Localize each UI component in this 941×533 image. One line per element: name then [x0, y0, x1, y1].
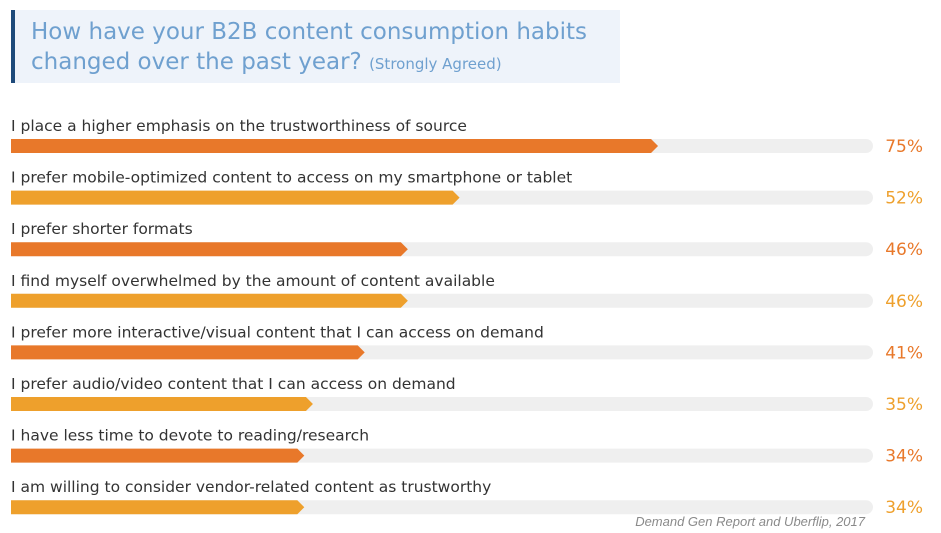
- bar: [11, 345, 365, 360]
- category-label: I prefer shorter formats: [11, 220, 193, 238]
- category-label: I find myself overwhelmed by the amount …: [11, 272, 495, 290]
- bar: [11, 190, 460, 205]
- category-label: I prefer mobile-optimized content to acc…: [11, 169, 572, 187]
- bar-row: I prefer audio/video content that I can …: [11, 375, 923, 415]
- category-label: I place a higher emphasis on the trustwo…: [11, 117, 467, 135]
- chart-subtitle: (Strongly Agreed): [369, 55, 502, 73]
- chart-title-box: How have your B2B content consumption ha…: [11, 10, 620, 83]
- value-label: 35%: [885, 395, 923, 415]
- chart-title-line-1: How have your B2B content consumption ha…: [31, 19, 588, 45]
- bar-row: I have less time to devote to reading/re…: [11, 427, 923, 467]
- bar-row: I am willing to consider vendor-related …: [11, 478, 923, 518]
- value-label: 52%: [885, 189, 923, 209]
- value-label: 75%: [885, 137, 923, 157]
- bar-row: I prefer shorter formats 46%: [11, 220, 923, 260]
- bar: [11, 139, 659, 153]
- value-label: 41%: [885, 343, 923, 363]
- value-label: 34%: [885, 447, 923, 467]
- source-credit: Demand Gen Report and Uberflip, 2017: [635, 514, 865, 529]
- chart-title-line-2: changed over the past year? (Strongly Ag…: [31, 47, 620, 79]
- bar: [11, 397, 313, 411]
- category-label: I prefer more interactive/visual content…: [11, 323, 544, 341]
- category-label: I have less time to devote to reading/re…: [11, 427, 369, 445]
- bar: [11, 448, 305, 463]
- value-label: 46%: [885, 292, 923, 312]
- bar-row: I prefer more interactive/visual content…: [11, 323, 923, 363]
- chart-title-text: changed over the past year?: [31, 49, 362, 75]
- bar-row: I prefer mobile-optimized content to acc…: [11, 169, 923, 209]
- category-label: I am willing to consider vendor-related …: [11, 478, 491, 496]
- bar: [11, 242, 408, 257]
- bar-row: I place a higher emphasis on the trustwo…: [11, 117, 923, 157]
- value-label: 46%: [885, 240, 923, 260]
- category-label: I prefer audio/video content that I can …: [11, 375, 456, 393]
- value-label: 34%: [885, 498, 923, 518]
- bar: [11, 500, 305, 515]
- bar: [11, 293, 408, 308]
- bar-row: I find myself overwhelmed by the amount …: [11, 272, 923, 312]
